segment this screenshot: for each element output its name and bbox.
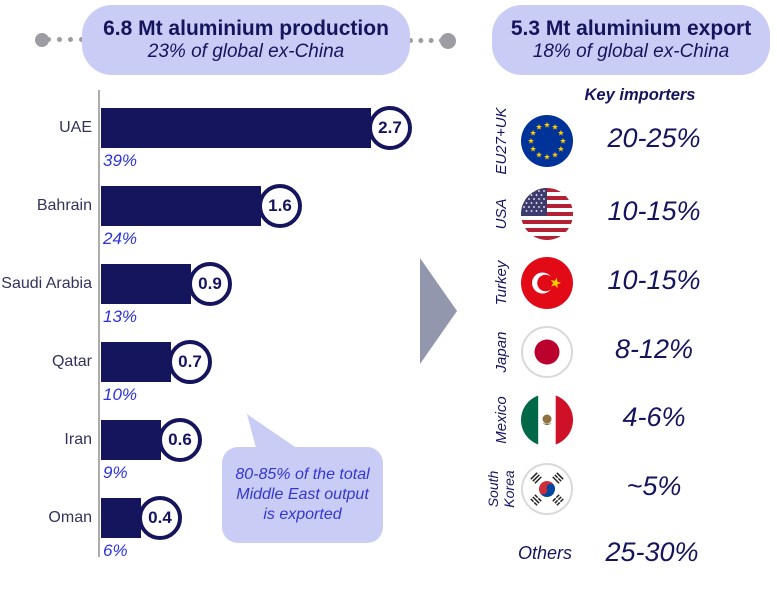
bar-row-oman: Oman 0.4 6% [0, 496, 470, 560]
bar [101, 420, 161, 460]
importer-share: 10-15% [607, 265, 701, 295]
value-badge: 0.4 [138, 496, 182, 540]
importer-row-eu: EU27+UK 20-25% [456, 107, 777, 174]
others-label: Others [517, 543, 573, 563]
value-text: 0.9 [198, 274, 222, 293]
bar [101, 108, 371, 148]
dotted-line-endpoint-right [440, 33, 456, 49]
importer-name: South Korea [484, 470, 517, 508]
bar-row-qatar: Qatar 0.7 10% [0, 340, 470, 404]
bar [101, 498, 141, 538]
y-axis-line [98, 90, 100, 557]
category-label: Oman [48, 508, 92, 526]
category-label: Qatar [51, 352, 92, 370]
value-badge: 0.7 [168, 340, 212, 384]
value-text: 2.7 [378, 118, 402, 137]
share-label: 9% [103, 463, 128, 482]
production-title: 6.8 Mt aluminium production [103, 17, 389, 40]
value-badge: 1.6 [258, 184, 302, 228]
bar-row-bahrain: Bahrain 1.6 24% [0, 184, 470, 248]
turkey-flag-icon [521, 257, 573, 309]
importer-name: Mexico [492, 396, 510, 444]
bar [101, 186, 261, 226]
value-badge: 0.6 [158, 418, 202, 462]
share-label: 10% [103, 385, 138, 404]
south-korea-flag-icon [521, 463, 573, 515]
importer-row-south-korea: South Korea ~5% [456, 463, 777, 515]
bar-row-uae: UAE 2.7 39% [0, 106, 470, 170]
export-title: 5.3 Mt aluminium export [510, 17, 752, 40]
value-text: 0.6 [168, 430, 192, 449]
dotted-line-endpoint-left [35, 33, 49, 47]
share-label: 39% [103, 151, 138, 170]
value-text: 0.4 [148, 508, 172, 527]
importer-row-usa: USA [456, 188, 777, 240]
importer-share: 10-15% [607, 196, 701, 226]
category-label: UAE [59, 118, 92, 136]
category-label: Bahrain [36, 196, 92, 214]
category-label: Iran [64, 430, 92, 448]
share-label: 24% [103, 229, 138, 248]
value-text: 0.7 [178, 352, 202, 371]
japan-flag-icon [521, 326, 573, 378]
importer-row-japan: Japan 8-12% [456, 326, 777, 378]
bar-row-saudi-arabia: Saudi Arabia 0.9 13% [0, 262, 470, 326]
usa-flag-icon [521, 188, 573, 240]
importer-share: 20-25% [607, 123, 701, 153]
importer-row-mexico: Mexico 4-6% [456, 394, 777, 446]
mexico-flag-icon [521, 394, 573, 446]
export-subtitle: 18% of global ex-China [532, 41, 730, 63]
export-header-box: 5.3 Mt aluminium export 18% of global ex… [492, 5, 770, 75]
importer-share: 8-12% [614, 334, 694, 364]
bar [101, 264, 191, 304]
importer-share: 4-6% [622, 402, 686, 432]
others-share: 25-30% [605, 537, 699, 567]
bar-row-iran: Iran 0.6 9% [0, 418, 470, 482]
value-badge: 0.9 [188, 262, 232, 306]
importers-heading: Key importers [584, 86, 696, 104]
dotted-line-right [408, 38, 444, 43]
bar [101, 342, 171, 382]
note-bubble: 80-85% of the total Middle East output i… [222, 447, 383, 543]
dotted-line-left [46, 37, 84, 42]
category-label: Saudi Arabia [1, 274, 92, 292]
importer-share: ~5% [626, 471, 682, 501]
share-label: 6% [103, 541, 128, 560]
importer-row-turkey: Turkey 10-15% [456, 257, 777, 309]
share-label: 13% [103, 307, 138, 326]
production-header-box: 6.8 Mt aluminium production 23% of globa… [82, 5, 410, 75]
eu-flag-icon [521, 115, 573, 167]
production-subtitle: 23% of global ex-China [147, 41, 345, 63]
value-badge: 2.7 [368, 106, 412, 150]
value-text: 1.6 [268, 196, 292, 215]
